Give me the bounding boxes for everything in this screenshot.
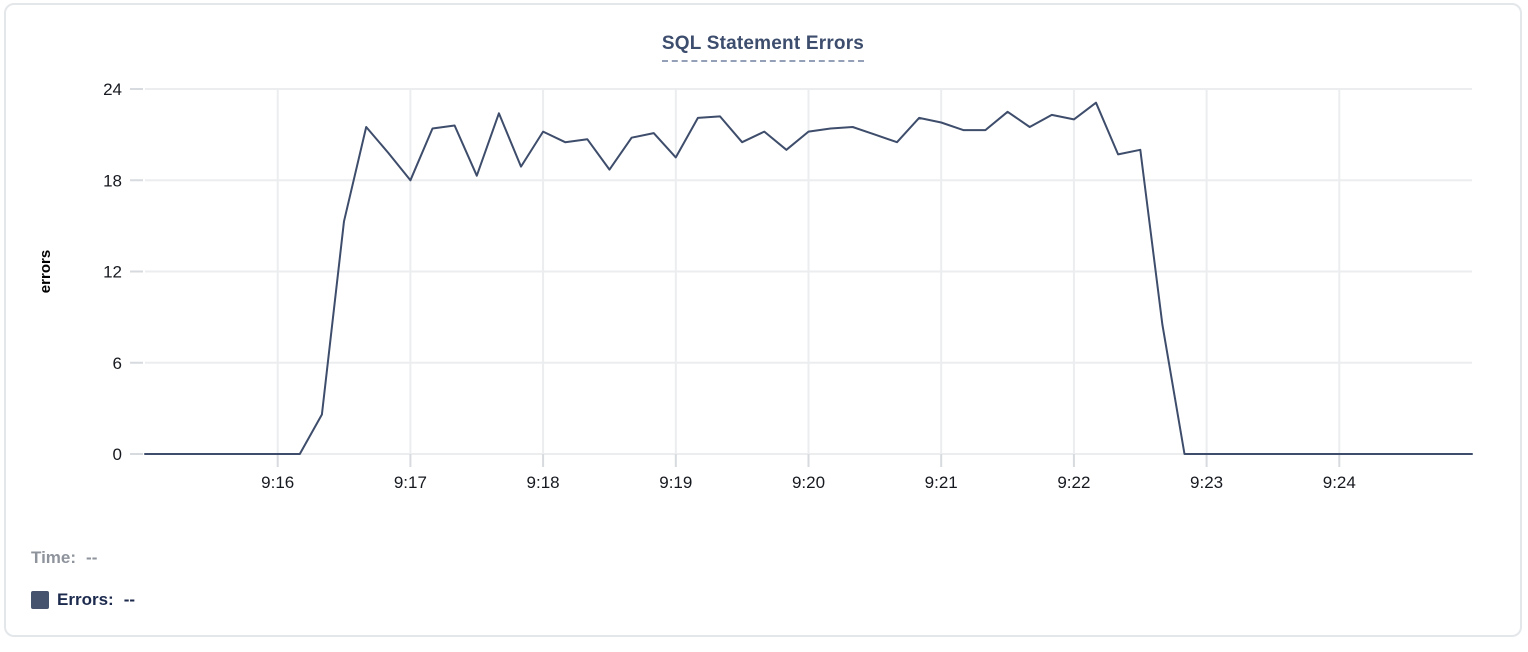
series-line-errors: [144, 101, 1473, 455]
errors-value: --: [123, 590, 136, 609]
y-tick-label: 24: [103, 80, 122, 99]
y-tick-label: 18: [103, 171, 122, 190]
x-tick-label: 9:17: [394, 473, 427, 492]
x-tick-label: 9:19: [659, 473, 692, 492]
widget-title-link[interactable]: SQL Statement Errors: [661, 33, 865, 62]
chart-widget-card: SQL Statement Errors 0 6 12 18 24 9:16 9:17 9:1…: [4, 3, 1522, 637]
x-tick-label: 9:22: [1057, 473, 1090, 492]
time-value: --: [86, 548, 98, 567]
errors-series-swatch: [31, 591, 49, 609]
x-tick-label: 9:24: [1323, 473, 1356, 492]
x-tick-label: 9:21: [925, 473, 958, 492]
x-tick-label: 9:20: [792, 473, 825, 492]
errors-line-chart[interactable]: 0 6 12 18 24 9:16 9:17 9:18 9:19 9:20 9:21 9:22 9:23…: [6, 5, 1528, 517]
hover-readout-time: Time: --: [31, 548, 97, 568]
x-tick-label: 9:23: [1190, 473, 1223, 492]
x-tick-label: 9:18: [527, 473, 560, 492]
y-tick-label: 0: [113, 445, 122, 464]
widget-header: SQL Statement Errors: [6, 33, 1520, 62]
y-tick-label: 6: [113, 354, 122, 373]
hover-readout-errors: Errors: --: [31, 590, 135, 610]
y-axis-label: errors: [37, 250, 54, 293]
errors-label: Errors:: [57, 590, 114, 609]
x-tick-label: 9:16: [261, 473, 294, 492]
y-tick-label: 12: [103, 263, 122, 282]
time-label: Time:: [31, 548, 77, 567]
